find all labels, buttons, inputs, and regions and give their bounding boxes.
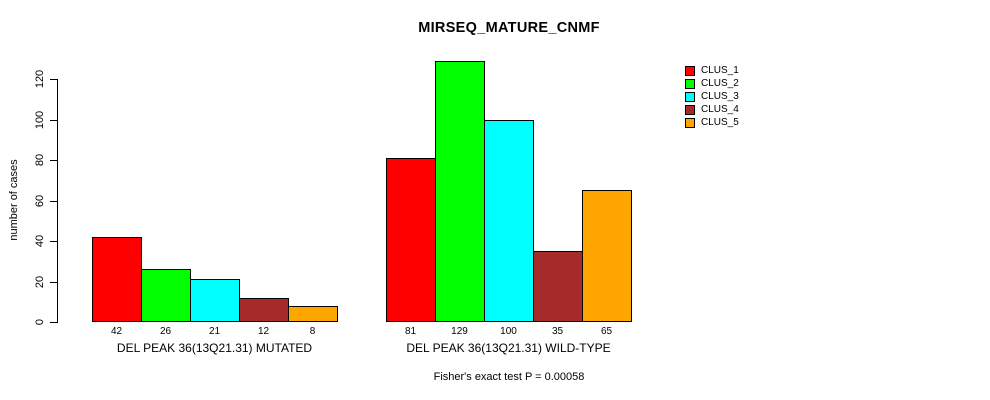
y-axis-tick bbox=[50, 79, 57, 80]
y-axis-tick bbox=[50, 120, 57, 121]
y-tick-label: 40 bbox=[34, 234, 46, 248]
y-tick-label: 100 bbox=[34, 110, 46, 130]
legend-label: CLUS_4 bbox=[701, 104, 739, 115]
y-tick-label: 120 bbox=[34, 69, 46, 89]
legend-row: CLUS_4 bbox=[685, 103, 739, 116]
bar-clus_1 bbox=[92, 237, 142, 322]
legend-row: CLUS_2 bbox=[685, 77, 739, 90]
bar-value-label: 42 bbox=[110, 326, 123, 337]
y-axis-tick bbox=[50, 322, 57, 323]
y-axis-tick bbox=[50, 282, 57, 283]
bar-clus_2 bbox=[435, 61, 485, 322]
legend: CLUS_1 CLUS_2 CLUS_3 CLUS_4 CLUS_5 bbox=[685, 64, 739, 129]
legend-swatch-icon bbox=[685, 91, 695, 102]
bar-clus_3 bbox=[484, 120, 534, 322]
bar-clus_5 bbox=[288, 306, 338, 322]
y-tick-label: 60 bbox=[34, 194, 46, 208]
y-tick-label: 0 bbox=[34, 318, 46, 326]
y-axis-tick bbox=[50, 160, 57, 161]
bar-value-label: 12 bbox=[257, 326, 270, 337]
y-axis-line bbox=[57, 79, 58, 323]
legend-swatch-icon bbox=[685, 78, 695, 89]
y-axis-tick bbox=[50, 241, 57, 242]
chart-title: MIRSEQ_MATURE_CNMF bbox=[418, 20, 600, 36]
legend-swatch-icon bbox=[685, 104, 695, 115]
y-axis-tick bbox=[50, 201, 57, 202]
legend-row: CLUS_1 bbox=[685, 64, 739, 77]
legend-label: CLUS_5 bbox=[701, 117, 739, 128]
bar-clus_4 bbox=[239, 298, 289, 322]
legend-label: CLUS_3 bbox=[701, 91, 739, 102]
bar-clus_1 bbox=[386, 158, 436, 322]
bar-clus_3 bbox=[190, 279, 240, 322]
y-tick-label: 20 bbox=[34, 275, 46, 289]
group-label: DEL PEAK 36(13Q21.31) MUTATED bbox=[116, 341, 313, 355]
legend-row: CLUS_5 bbox=[685, 116, 739, 129]
y-tick-label: 80 bbox=[34, 153, 46, 167]
bar-value-label: 26 bbox=[159, 326, 172, 337]
legend-row: CLUS_3 bbox=[685, 90, 739, 103]
bar-value-label: 100 bbox=[500, 326, 517, 337]
footnote: Fisher's exact test P = 0.00058 bbox=[433, 371, 585, 383]
legend-swatch-icon bbox=[685, 117, 695, 128]
bar-clus_4 bbox=[533, 251, 583, 322]
bar-value-label: 129 bbox=[451, 326, 468, 337]
legend-swatch-icon bbox=[685, 65, 695, 76]
bar-value-label: 65 bbox=[600, 326, 613, 337]
y-axis-label: number of cases bbox=[8, 159, 20, 241]
bar-clus_2 bbox=[141, 269, 191, 322]
legend-label: CLUS_1 bbox=[701, 65, 739, 76]
bar-value-label: 35 bbox=[551, 326, 564, 337]
bar-clus_5 bbox=[582, 190, 632, 322]
bar-value-label: 21 bbox=[208, 326, 221, 337]
group-label: DEL PEAK 36(13Q21.31) WILD-TYPE bbox=[406, 341, 611, 355]
bar-value-label: 8 bbox=[309, 326, 316, 337]
bar-value-label: 81 bbox=[404, 326, 417, 337]
legend-label: CLUS_2 bbox=[701, 78, 739, 89]
